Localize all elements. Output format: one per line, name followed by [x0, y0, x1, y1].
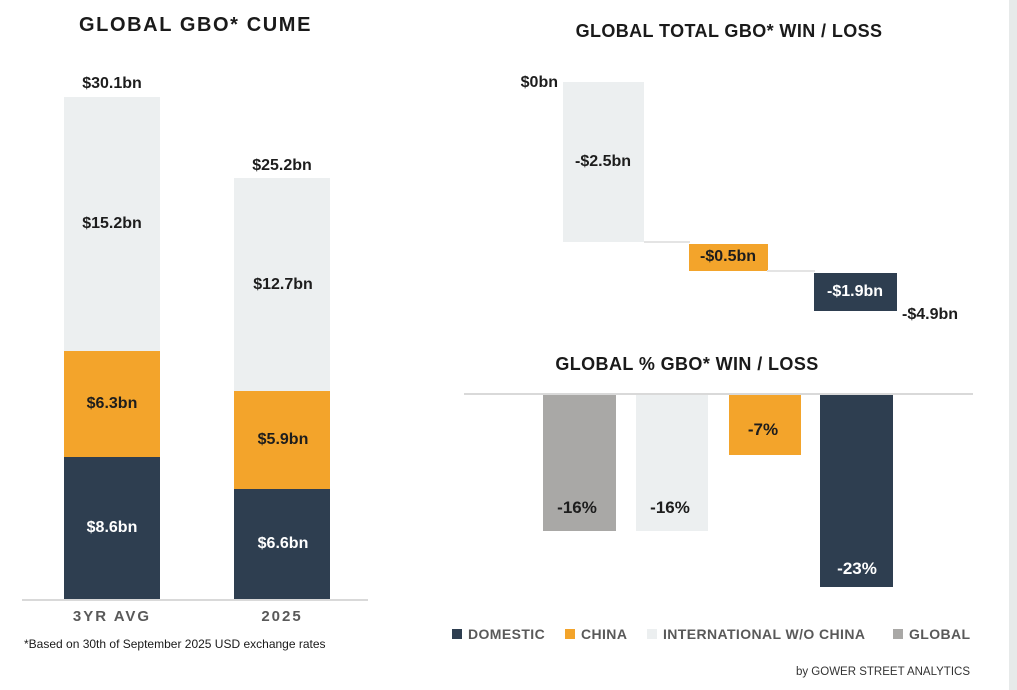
legend-label-global: GLOBAL	[909, 626, 971, 642]
waterfall-start-label: $0bn	[520, 74, 558, 91]
exchange-rate-footnote: *Based on 30th of September 2025 USD exc…	[24, 637, 326, 651]
chart-global-pct-win-loss: GLOBAL % GBO* WIN / LOSS -16% -16% -7% -…	[440, 340, 1010, 620]
right-edge-strip	[1009, 0, 1017, 690]
legend-swatch-intl-icon	[647, 629, 657, 639]
x-tick-2025: 2025	[261, 608, 303, 625]
legend-swatch-domestic-icon	[452, 629, 462, 639]
legend-label-china: CHINA	[581, 626, 628, 642]
pct-label-china: -7%	[747, 420, 779, 439]
value-label-intl-3yr-avg: $15.2bn	[82, 215, 142, 232]
pct-bar-global	[543, 395, 616, 531]
pct-label-global: -16%	[557, 498, 597, 517]
bar-segment-china-3yr-avg	[64, 351, 160, 457]
value-label-domestic-2025: $6.6bn	[257, 535, 309, 552]
legend-item-intl: INTERNATIONAL W/O CHINA	[647, 626, 866, 642]
waterfall-bar-intl	[563, 82, 644, 242]
chart-title-pct-win-loss: GLOBAL % GBO* WIN / LOSS	[555, 354, 819, 374]
waterfall-end-label: -$4.9bn	[902, 306, 959, 323]
chart-title-global-gbo-cume: GLOBAL GBO* CUME	[79, 14, 313, 36]
legend-item-domestic: DOMESTIC	[452, 626, 546, 642]
legend-swatch-china-icon	[565, 629, 575, 639]
legend-item-china: CHINA	[565, 626, 628, 642]
pct-label-domestic: -23%	[837, 559, 877, 578]
bar-segment-intl-3yr-avg	[64, 97, 160, 351]
value-label-domestic-3yr-avg: $8.6bn	[86, 519, 138, 536]
pct-bar-intl	[636, 395, 708, 531]
pct-label-intl: -16%	[650, 498, 690, 517]
waterfall-connector-2	[767, 270, 815, 272]
legend-item-global: GLOBAL	[893, 626, 971, 642]
total-label-3yr-avg: $30.1bn	[82, 75, 142, 92]
x-tick-3yr-avg: 3YR AVG	[72, 608, 152, 625]
chart-global-gbo-cume: GLOBAL GBO* CUME $30.1bn $15.2bn $6.3bn …	[0, 0, 440, 690]
value-label-china-3yr-avg: $6.3bn	[86, 395, 138, 412]
value-label-china-2025: $5.9bn	[257, 431, 309, 448]
total-label-2025: $25.2bn	[252, 157, 312, 174]
waterfall-bar-domestic	[814, 273, 897, 311]
waterfall-bar-china	[689, 244, 768, 271]
waterfall-label-china: -$0.5bn	[699, 248, 757, 265]
legend-label-intl: INTERNATIONAL W/O CHINA	[663, 626, 866, 642]
pct-bar-domestic	[820, 395, 893, 587]
bar-segment-intl-2025	[234, 178, 330, 391]
waterfall-label-domestic: -$1.9bn	[826, 283, 884, 300]
chart-title-total-win-loss: GLOBAL TOTAL GBO* WIN / LOSS	[575, 21, 883, 41]
bar-segment-domestic-2025	[234, 489, 330, 600]
bar-segment-china-2025	[234, 391, 330, 489]
x-axis-baseline	[22, 599, 368, 601]
waterfall-label-intl: -$2.5bn	[574, 153, 632, 170]
bar-segment-domestic-3yr-avg	[64, 457, 160, 600]
waterfall-connector-1	[644, 241, 690, 243]
legend-label-domestic: DOMESTIC	[468, 626, 546, 642]
chart-global-total-win-loss: GLOBAL TOTAL GBO* WIN / LOSS $0bn -$2.5b…	[440, 0, 1010, 340]
value-label-intl-2025: $12.7bn	[253, 276, 313, 293]
zero-line	[464, 393, 973, 395]
pct-bar-china	[729, 395, 801, 455]
legend-swatch-global-icon	[893, 629, 903, 639]
byline-gower-street: by GOWER STREET ANALYTICS	[795, 666, 970, 678]
